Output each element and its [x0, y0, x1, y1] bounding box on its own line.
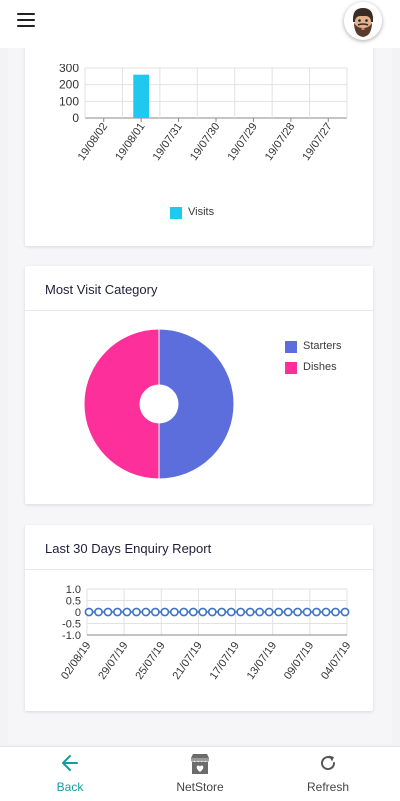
starters-legend-swatch: [285, 341, 297, 353]
category-card-divider: [25, 310, 373, 311]
bar-x-tick-label: 19/07/28: [263, 121, 297, 163]
hamburger-icon[interactable]: [17, 13, 35, 27]
bar-x-tick-label: 19/07/31: [151, 121, 185, 163]
line-x-tick-label: 09/07/19: [282, 640, 316, 682]
line-x-tick-label: 29/07/19: [96, 640, 130, 682]
doughnut-slice-starters: [158, 328, 235, 480]
enquiry-card-title: Last 30 Days Enquiry Report: [45, 541, 212, 556]
enquiry-data-point: [122, 607, 132, 617]
enquiry-line-chart: 1.00.50-0.5-1.002/08/19 29/07/19 25/07/19 2…: [59, 584, 353, 682]
enquiry-data-point: [226, 607, 236, 617]
category-doughnut-chart: [83, 328, 235, 480]
line-x-tick-label: 02/08/19: [59, 640, 93, 682]
refresh-button[interactable]: Refresh: [290, 747, 366, 801]
doughnut-slice-dishes: [83, 328, 160, 480]
line-x-tick-label: 21/07/19: [170, 640, 204, 682]
starters-legend-label: Starters: [303, 340, 342, 352]
category-card-title: Most Visit Category: [45, 282, 158, 297]
app-header: [0, 0, 400, 48]
line-y-tick-label: -0.5: [62, 619, 81, 631]
enquiry-data-point: [331, 607, 340, 617]
enquiry-data-point: [255, 607, 265, 617]
netstore-button[interactable]: NetStore: [158, 747, 242, 801]
visits-bar: [133, 74, 150, 118]
dishes-legend-label: Dishes: [303, 361, 337, 373]
enquiry-card-divider: [25, 569, 373, 570]
bar-y-tick-label: 300: [59, 64, 79, 75]
bar-x-tick-label: 19/07/27: [300, 121, 334, 163]
enquiry-data-point: [84, 607, 94, 617]
bar-x-tick-label: 19/07/29: [225, 121, 259, 163]
bar-y-tick-label: 200: [59, 78, 79, 92]
line-x-tick-label: 25/07/19: [133, 640, 167, 682]
enquiry-data-point: [293, 607, 302, 617]
avatar[interactable]: [344, 2, 382, 40]
netstore-label: NetStore: [176, 780, 224, 794]
enquiry-data-point: [217, 607, 227, 617]
enquiry-card: Last 30 Days Enquiry Report 1.0 0.5 0 -0.5-…: [25, 525, 373, 711]
back-label: Back: [56, 780, 84, 794]
enquiry-data-point: [264, 607, 274, 617]
enquiry-data-point: [274, 607, 284, 617]
enquiry-data-point: [132, 607, 141, 617]
back-button[interactable]: Back: [30, 747, 110, 801]
enquiry-data-point: [245, 607, 255, 617]
enquiry-data-point: [207, 607, 217, 617]
enquiry-data-point: [188, 607, 198, 617]
line-x-tick-label: 17/07/19: [208, 640, 242, 682]
line-x-tick-label: 04/07/19: [319, 640, 353, 682]
enquiry-data-point: [160, 607, 170, 617]
dashboard-content: 0 100 200 300 19/08/02 19/08/01 19/07/31 19/07/…: [8, 36, 392, 744]
refresh-icon: [321, 755, 336, 771]
bar-y-tick-label: 100: [59, 94, 79, 108]
line-y-tick-label: 0: [75, 607, 81, 619]
enquiry-data-point: [312, 607, 321, 617]
bar-x-tick-label: 19/07/30: [188, 121, 222, 163]
enquiry-data-point: [283, 607, 293, 617]
enquiry-data-point: [141, 607, 151, 617]
enquiry-data-point: [150, 607, 160, 617]
visits-legend-label: Visits: [188, 206, 215, 218]
bearded-man-avatar-icon: [344, 2, 382, 40]
visits-legend-swatch: [170, 207, 182, 219]
dishes-legend-swatch: [285, 362, 297, 374]
line-y-tick-label: 1.0: [66, 584, 81, 596]
enquiry-data-point: [179, 607, 189, 617]
store-icon: [191, 754, 209, 774]
category-card: Most Visit Category Starters Dishes: [25, 266, 373, 504]
visits-card: 0 100 200 300 19/08/02 19/08/01 19/07/31 19/07/…: [25, 36, 373, 246]
enquiry-data-point: [321, 607, 331, 617]
enquiry-data-point: [169, 607, 179, 617]
bar-x-tick-label: 19/08/02: [76, 121, 110, 163]
enquiry-data-point: [236, 607, 246, 617]
enquiry-data-point: [103, 607, 113, 617]
bar-x-tick-label: 19/08/01: [113, 121, 147, 163]
arrow-left-icon: [62, 755, 78, 771]
line-y-tick-label: 0.5: [66, 596, 81, 608]
bottom-navigation: Back NetStore Refresh: [0, 746, 400, 801]
refresh-label: Refresh: [306, 780, 350, 794]
enquiry-data-point: [94, 607, 103, 617]
line-x-tick-label: 13/07/19: [245, 640, 279, 682]
enquiry-data-point: [198, 607, 208, 617]
enquiry-data-point: [302, 607, 312, 617]
bar-y-tick-label: 0: [72, 111, 79, 125]
line-y-tick-label: -1.0: [62, 630, 81, 642]
enquiry-data-point: [113, 607, 122, 617]
enquiry-data-point: [340, 607, 350, 617]
